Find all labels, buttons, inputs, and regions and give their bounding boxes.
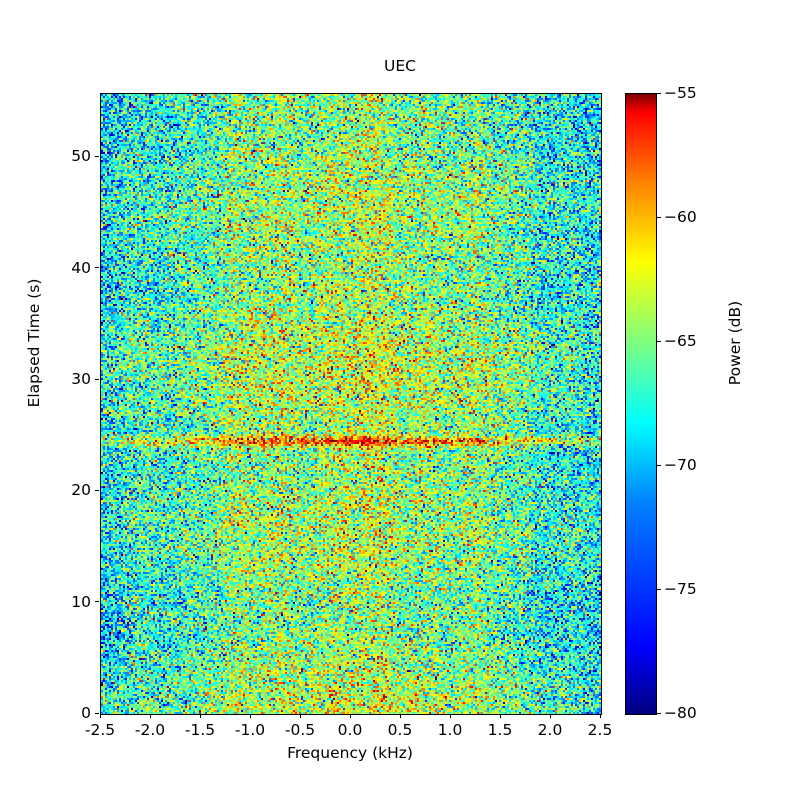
y-tick-mark [95,601,99,603]
spectrogram-image [101,94,601,714]
y-tick-label: 50 [71,147,91,166]
colorbar-tick-mark [657,464,661,466]
x-tick-label: -1.5 [184,721,216,739]
y-tick-label: 0 [81,704,91,722]
y-tick-label: 10 [71,592,91,611]
y-tick-mark [95,712,99,714]
colorbar-tick-mark [657,340,661,342]
colorbar-tick-label: −60 [664,208,697,226]
x-tick-label: 1.0 [437,721,463,739]
x-tick-mark [499,714,501,718]
y-tick-mark [95,378,99,380]
colorbar-tick-label: −65 [664,332,697,350]
x-tick-mark [449,714,451,718]
y-axis-label: Elapsed Time (s) [25,278,43,408]
x-tick-mark [399,714,401,718]
y-tick-mark [95,489,99,491]
x-tick-label: 2.0 [537,721,563,739]
y-tick-label: 20 [71,481,91,500]
x-tick-label: -0.5 [284,721,316,739]
colorbar-tick-mark [657,92,661,94]
colorbar-tick-mark [657,712,661,714]
x-tick-label: 2.5 [587,721,613,739]
x-tick-label: 1.5 [487,721,513,739]
x-tick-label: -2.0 [134,721,166,739]
x-tick-mark [599,714,601,718]
x-tick-mark [549,714,551,718]
colorbar-tick-mark [657,588,661,590]
y-tick-label: 40 [71,258,91,277]
y-tick-mark [95,155,99,158]
title-line-station: UEC [384,56,416,75]
x-tick-mark [199,714,201,718]
colorbar-tick-label: −80 [664,704,697,722]
y-tick-mark [95,267,99,269]
x-tick-mark [149,714,151,718]
colorbar-tick-label: −70 [664,456,697,474]
colorbar [625,93,657,715]
x-tick-label: 0.0 [337,721,363,739]
spectrogram-axes [100,93,602,715]
x-tick-label: -2.5 [84,721,116,739]
colorbar-tick-label: −55 [664,84,697,102]
colorbar-tick-label: −75 [664,580,697,598]
x-tick-label: 0.5 [387,721,413,739]
x-tick-mark [99,714,101,718]
x-tick-mark [249,714,251,718]
x-tick-mark [349,714,351,718]
x-tick-label: -1.0 [234,721,266,739]
colorbar-tick-mark [657,216,661,218]
y-tick-label: 30 [71,370,91,389]
x-axis-label: Frequency (kHz) [287,744,413,762]
x-tick-mark [299,714,301,718]
colorbar-label: Power (dB) [726,300,744,386]
